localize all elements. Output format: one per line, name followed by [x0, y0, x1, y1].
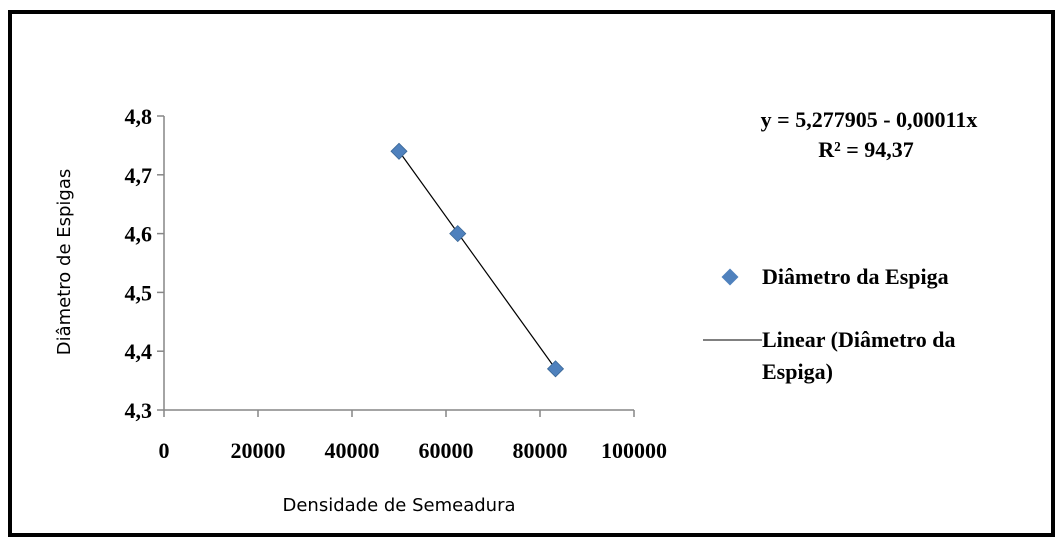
- x-axis-title: Densidade de Semeadura: [282, 495, 515, 516]
- legend-entry-trendline-line2: Espiga): [762, 359, 833, 384]
- y-ticks: 4,3 4,4 4,5 4,6 4,7 4,8: [125, 104, 164, 423]
- x-tick-label: 20000: [231, 438, 286, 463]
- x-tick-label: 0: [159, 438, 170, 463]
- equation-annotation: y = 5,277905 - 0,00011x: [761, 107, 978, 132]
- y-tick-label: 4,4: [125, 339, 153, 364]
- y-tick-label: 4,7: [125, 163, 153, 188]
- x-tick-label: 40000: [325, 438, 380, 463]
- y-tick-label: 4,5: [125, 280, 153, 305]
- y-tick-label: 4,8: [125, 104, 153, 129]
- r-squared-annotation: R² = 94,37: [818, 137, 914, 162]
- legend-entry-trendline-line1: Linear (Diâmetro da: [762, 327, 956, 352]
- y-tick-label: 4,6: [125, 222, 153, 247]
- data-point: [546, 360, 565, 378]
- trendline: [398, 150, 556, 370]
- data-point: [390, 142, 408, 160]
- x-tick-label: 80000: [513, 438, 568, 463]
- y-tick-label: 4,3: [125, 398, 153, 423]
- chart-frame: [8, 10, 1055, 537]
- legend-marker-diamond: [721, 268, 739, 286]
- trendline-group: [398, 150, 556, 370]
- axes: [163, 116, 634, 411]
- legend-entry-series: Diâmetro da Espiga: [762, 264, 949, 289]
- series-points: [390, 142, 565, 378]
- data-point: [449, 225, 467, 243]
- y-axis-title: Diâmetro de Espigas: [54, 169, 75, 356]
- x-tick-label: 60000: [419, 438, 474, 463]
- x-tick-label: 100000: [601, 438, 667, 463]
- x-ticks: 0 20000 40000 60000 80000 100000: [159, 410, 667, 463]
- legend: Diâmetro da Espiga Linear (Diâmetro da E…: [703, 264, 956, 384]
